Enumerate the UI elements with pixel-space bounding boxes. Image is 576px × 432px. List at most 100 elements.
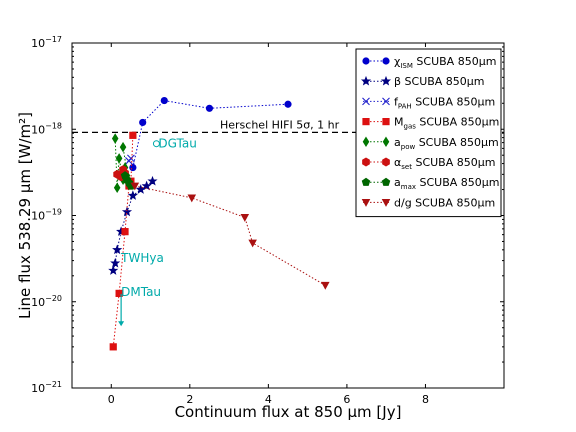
data-point [112,244,123,255]
legend-marker [362,97,370,106]
x-tick-label: 8 [422,393,429,406]
data-point [115,289,123,297]
annotation-marker [152,140,160,148]
annotation-label: DGTau [158,137,196,151]
y-tick-base: 10 [31,123,45,136]
data-point [108,265,119,275]
legend-label: apow SCUBA 850μm [394,136,499,151]
data-point [321,281,330,290]
data-point [147,175,158,186]
data-point [113,182,121,193]
legend-marker [360,75,372,86]
legend-item: β SCUBA 850μm [360,75,485,88]
legend-label-sub: ISM [400,62,413,70]
annotation-arrowhead [118,321,125,327]
legend-label-main: β [394,75,401,88]
legend-label: amax SCUBA 850μm [394,176,500,191]
data-point [115,153,123,164]
legend-item: d/g SCUBA 850μm [361,196,495,209]
annotation-1: TWHya [120,251,164,265]
y-tick-base: 10 [31,382,45,395]
x-tick-label: 2 [186,393,193,406]
data-point [110,257,121,268]
legend-label-sub: gas [404,123,417,131]
legend-label: β SCUBA 850μm [394,75,485,88]
legend-label: d/g SCUBA 850μm [394,196,495,209]
data-point [127,154,135,163]
data-point [129,131,137,139]
series-0 [129,96,292,172]
legend-label-sub: pow [401,143,416,151]
legend-label-rest: SCUBA 850μm [412,196,496,209]
annotation-label: DMTau [121,285,161,299]
y-axis-label: Line flux 538.29 μm [W/m²] [16,112,34,319]
y-tick-base: 10 [31,296,45,309]
legend-label: χISM SCUBA 850μm [394,55,496,70]
threshold-label: Herschel HIFI 5σ, 1 hr [220,118,340,131]
legend-marker [361,177,371,186]
data-point [130,182,140,191]
data-point [187,194,197,203]
legend-marker [382,57,390,65]
data-point [129,163,137,172]
plot-area: Herschel HIFI 5σ, 1 hr DGTau TWHya DMTau [72,96,504,351]
y-tick-exponent: −17 [45,35,62,44]
y-tick-label: 10−20 [31,294,62,309]
legend-item: apow SCUBA 850μm [362,136,499,151]
y-tick-base: 10 [31,210,45,223]
data-point [109,343,117,351]
legend-label-main: M [394,116,404,129]
y-tick-label: 10−18 [31,121,62,136]
data-point [284,100,292,108]
legend-label-main: α [394,156,401,169]
legend-marker [382,118,390,126]
data-point [160,96,168,105]
legend-marker [382,157,390,167]
series-line [134,185,326,286]
legend-label-main: a [394,136,401,149]
legend-label: Mgas SCUBA 850μm [394,116,499,131]
legend-label-rest: SCUBA 850μm [416,116,500,129]
legend-label-sub: PAH [398,102,412,110]
legend-item: χISM SCUBA 850μm [362,55,496,70]
legend-label-main: f [394,95,399,108]
series-1 [108,175,158,275]
legend-marker [381,198,391,207]
data-point [127,190,138,200]
legend-item: amax SCUBA 850μm [361,176,500,191]
annotation-label: TWHya [120,251,164,265]
data-point [119,141,127,153]
legend-marker [382,97,390,106]
legend-label-rest: SCUBA 850μm [413,55,497,68]
annotation-2: DMTau [118,285,161,327]
y-tick-label: 10−19 [31,208,62,223]
legend-marker [381,177,391,186]
y-tick-exponent: −21 [45,380,62,389]
data-point [248,239,257,248]
y-tick-exponent: −19 [45,208,62,217]
x-tick-label: 6 [343,393,350,406]
legend-label: fPAH SCUBA 850μm [394,95,495,110]
y-tick-label: 10−17 [31,35,62,50]
legend-label: αset SCUBA 850μm [394,156,495,171]
legend-label-rest: SCUBA 850μm [415,136,499,149]
y-tick-exponent: −18 [45,121,62,130]
legend-marker [362,57,370,65]
series-7 [130,182,330,290]
legend-marker [380,75,392,86]
legend-label-main: a [394,176,401,189]
data-point [139,118,147,127]
data-point [205,104,214,112]
y-tick-base: 10 [31,37,45,50]
legend-marker [361,198,371,207]
y-tick-exponent: −20 [45,294,62,303]
legend-label-rest: SCUBA 850μm [416,176,500,189]
legend-label-rest: SCUBA 850μm [412,156,496,169]
legend-label-rest: SCUBA 850μm [412,95,496,108]
legend-marker [382,136,390,148]
data-point [111,133,119,144]
legend-label-sub: max [401,183,416,191]
data-point [240,214,250,222]
